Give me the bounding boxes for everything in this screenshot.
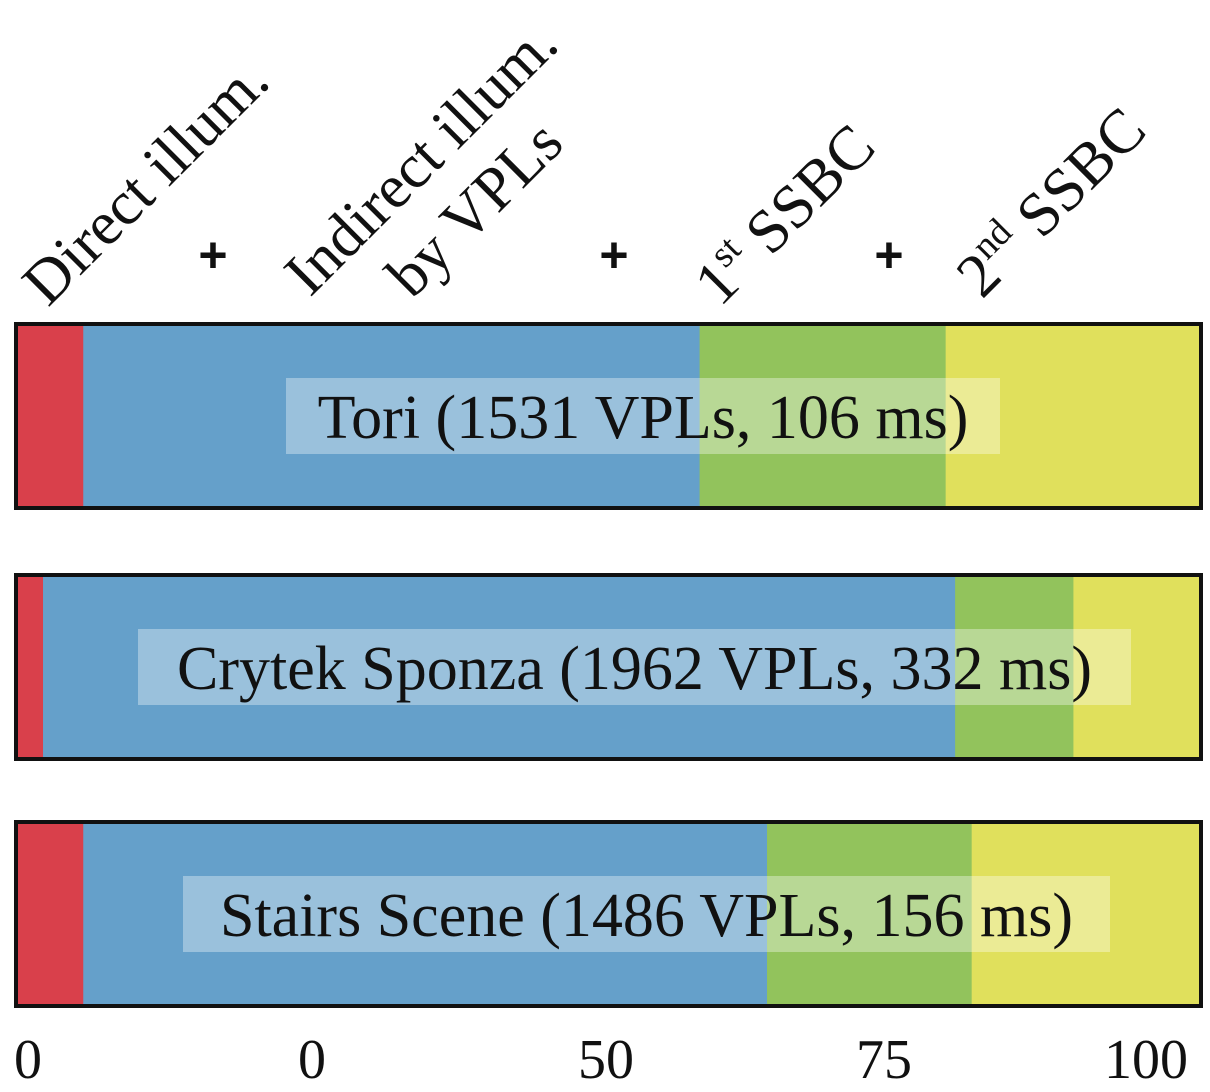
bar-segment-3 [955,576,1074,758]
bar-row: Tori (1531 VPLs, 106 ms) [14,322,1203,510]
legend-plus-3: + [874,227,903,283]
legend-plus-2: + [599,227,628,283]
x-tick-label: 50 [578,1029,634,1091]
bar-border [14,573,1203,761]
bar-segment-1 [17,576,44,758]
bars-group: Tori (1531 VPLs, 106 ms) Crytek Sponza (1… [14,322,1203,1008]
bar-segment-1 [17,823,84,1005]
bar-segment-4 [1073,576,1201,758]
bar-row: Stairs Scene (1486 VPLs, 156 ms) [14,820,1203,1008]
bar-segment-3 [699,325,947,507]
bar-segment-2 [83,325,701,507]
bar-segment-4 [971,823,1201,1005]
bar-label: Tori (1531 VPLs, 106 ms) [318,384,969,452]
bar-label: Stairs Scene (1486 VPLs, 156 ms) [220,882,1073,950]
bar-segment-2 [43,576,956,758]
x-tick-label: 75 [856,1029,912,1091]
bar-segment-1 [17,325,84,507]
bar-segment-4 [945,325,1201,507]
legend: Direct illum. + Indirect illum. by VPLs … [10,9,1159,318]
x-tick-label: 100 [1104,1029,1188,1091]
bar-border [14,820,1203,1008]
x-axis-ticks: 0 0 50 75 100 [14,1029,1188,1091]
x-tick-label: 0 [14,1029,42,1091]
legend-ssbc2: 2nd SSBC [942,93,1159,310]
bar-segment-2 [83,823,768,1005]
bar-label-background [138,629,1131,705]
legend-plus-1: + [198,227,227,283]
bar-segment-3 [767,823,973,1005]
bar-border [14,322,1203,510]
bar-label-background [286,378,1000,454]
legend-ssbc1: 1st SSBC [680,110,888,318]
x-tick-label: 0 [298,1029,326,1091]
legend-direct: Direct illum. [10,46,282,318]
bar-label-background [183,876,1110,952]
bar-label: Crytek Sponza (1962 VPLs, 332 ms) [177,635,1092,703]
bar-row: Crytek Sponza (1962 VPLs, 332 ms) [14,573,1203,761]
